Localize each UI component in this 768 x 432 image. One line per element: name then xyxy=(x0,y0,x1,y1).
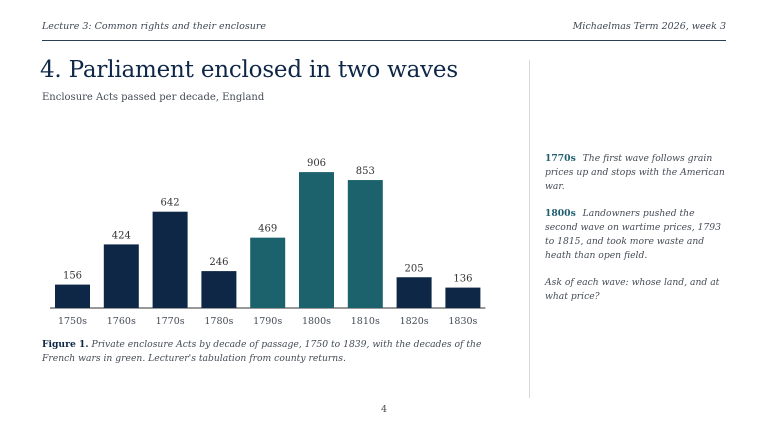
note-first-wave: 1770s The first wave follows grain price… xyxy=(545,152,730,194)
bar-1770s xyxy=(152,211,188,308)
tick-label-1790s: 1790s xyxy=(253,316,282,327)
page-number: 4 xyxy=(380,404,388,415)
figure-caption-text: Private enclosure Acts by decade of pass… xyxy=(42,339,482,364)
lecture-title: Lecture 3: Common rights and their enclo… xyxy=(42,21,267,32)
bar-1830s xyxy=(445,287,481,308)
tick-label-1780s: 1780s xyxy=(204,316,233,327)
note-second-wave: 1800s Landowners pushed the second wave … xyxy=(545,207,730,263)
note-text: Landowners pushed the second wave on war… xyxy=(545,208,721,261)
tick-label-1820s: 1820s xyxy=(400,316,429,327)
data-label-1820s: 205 xyxy=(405,263,424,274)
figure-caption: Figure 1. Private enclosure Acts by deca… xyxy=(42,338,512,366)
tick-label-1770s: 1770s xyxy=(156,316,185,327)
column-divider xyxy=(529,60,530,398)
bar-1760s xyxy=(103,244,139,308)
tick-label-1830s: 1830s xyxy=(448,316,477,327)
closing-note: Ask of each wave: whose land, and at wha… xyxy=(545,277,720,302)
note-tag: 1770s xyxy=(545,153,576,164)
bar-1820s xyxy=(396,277,432,308)
header-rule xyxy=(42,40,726,41)
tick-label-1750s: 1750s xyxy=(58,316,87,327)
data-label-1760s: 424 xyxy=(112,230,131,241)
term-label: Michaelmas Term 2026, week 3 xyxy=(572,21,726,32)
note-text: The first wave follows grain prices up a… xyxy=(545,153,725,192)
bar-1810s xyxy=(347,180,383,308)
side-notes: 1770s The first wave follows grain price… xyxy=(545,152,730,317)
bar-1790s xyxy=(250,237,286,308)
data-label-1800s: 906 xyxy=(307,158,326,169)
slide-title: 4. Parliament enclosed in two waves xyxy=(40,57,458,83)
figure-label: Figure 1. xyxy=(42,339,89,350)
tick-label-1800s: 1800s xyxy=(302,316,331,327)
bar-1780s xyxy=(201,271,237,308)
tick-label-1760s: 1760s xyxy=(107,316,136,327)
tick-label-1810s: 1810s xyxy=(351,316,380,327)
slide-subtitle: Enclosure Acts passed per decade, Englan… xyxy=(42,92,265,103)
bar-1800s xyxy=(299,172,334,308)
data-label-1810s: 853 xyxy=(356,166,375,177)
data-label-1770s: 642 xyxy=(161,198,180,209)
slide-header: Lecture 3: Common rights and their enclo… xyxy=(42,17,726,35)
note-tag: 1800s xyxy=(545,208,576,219)
data-label-1790s: 469 xyxy=(258,224,277,235)
enclosure-acts-bar-chart: 156 1750s 424 1760s 642 1770s 246 1780s 469 1790s… xyxy=(50,158,486,327)
data-label-1780s: 246 xyxy=(209,257,228,268)
data-label-1750s: 156 xyxy=(63,271,82,282)
bar-1750s xyxy=(55,284,90,308)
data-label-1830s: 136 xyxy=(453,274,472,285)
